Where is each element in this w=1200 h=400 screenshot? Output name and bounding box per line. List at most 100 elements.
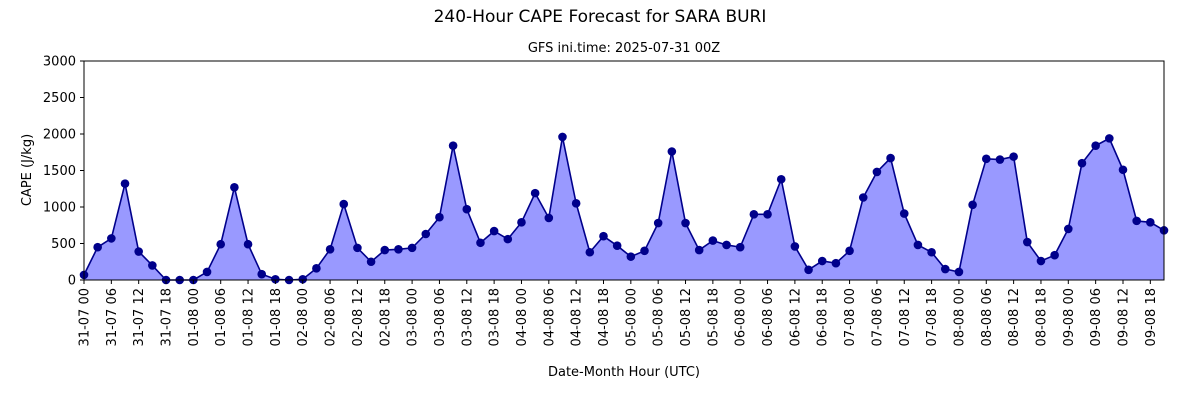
data-point <box>981 154 991 164</box>
data-point <box>913 240 923 250</box>
data-point <box>489 226 499 236</box>
y-tick-label: 2000 <box>43 128 76 143</box>
data-point <box>653 218 663 228</box>
data-point <box>353 243 362 253</box>
x-tick-label: 09-08 18 <box>1144 288 1159 346</box>
data-point <box>148 261 157 270</box>
y-tick-label: 1000 <box>43 201 76 216</box>
data-point <box>1009 152 1018 161</box>
data-point <box>927 247 936 257</box>
data-point <box>1105 134 1114 143</box>
data-point <box>817 256 827 266</box>
x-tick-label: 03-08 18 <box>488 288 503 346</box>
data-point <box>530 188 540 198</box>
data-point <box>571 199 581 208</box>
axes-layer: 0 500 1000 1500 2000 2500 3000 31-07 00 31-07 06… <box>43 55 1165 346</box>
data-point <box>544 213 554 223</box>
data-point <box>312 264 321 273</box>
x-tick-label: 01-08 12 <box>242 288 257 346</box>
y-tick-label: 1500 <box>43 164 76 179</box>
data-point <box>462 204 472 214</box>
marker-layer <box>79 132 1169 285</box>
x-tick-label: 04-08 00 <box>515 288 530 346</box>
data-point <box>1064 224 1073 234</box>
data-point <box>394 245 403 254</box>
data-point <box>599 231 608 241</box>
data-point <box>517 218 526 227</box>
y-tick-label: 3000 <box>43 55 76 70</box>
data-point <box>776 174 786 184</box>
data-point <box>585 247 595 257</box>
x-tick-label: 31-07 06 <box>105 288 120 346</box>
x-tick-label: 05-08 06 <box>652 288 667 346</box>
data-point <box>831 258 841 268</box>
data-point <box>640 246 649 256</box>
x-tick-label: 08-08 18 <box>1034 288 1049 346</box>
x-tick-label: 05-08 18 <box>706 288 721 346</box>
data-point <box>681 218 690 228</box>
data-point <box>134 247 143 256</box>
data-point <box>749 210 759 219</box>
x-tick-label: 06-08 12 <box>788 288 803 346</box>
x-tick-label: 08-08 06 <box>980 288 995 346</box>
data-point <box>93 242 102 252</box>
data-point <box>899 209 909 218</box>
data-point <box>257 269 267 279</box>
data-point <box>476 238 485 248</box>
data-point <box>708 236 718 245</box>
x-tick-label: 07-08 12 <box>898 288 913 346</box>
y-tick-label: 500 <box>51 237 76 252</box>
data-point <box>1146 218 1155 227</box>
x-tick-label: 31-07 18 <box>160 288 175 346</box>
data-point <box>1132 216 1141 226</box>
data-point <box>435 212 444 222</box>
chart-title: 240-Hour CAPE Forecast for SARA BURI <box>434 7 767 27</box>
data-point <box>790 242 800 251</box>
data-point <box>694 245 704 255</box>
data-point <box>804 265 813 275</box>
data-point <box>1077 158 1087 168</box>
data-point <box>612 241 622 250</box>
y-tick-label: 0 <box>68 274 76 289</box>
data-point <box>954 267 964 277</box>
data-point <box>230 182 239 192</box>
x-tick-label: 06-08 06 <box>761 288 776 346</box>
data-point <box>940 264 950 274</box>
data-point <box>503 234 513 244</box>
data-point <box>366 257 376 267</box>
data-point <box>421 229 431 239</box>
data-point <box>407 243 417 253</box>
x-tick-label: 06-08 18 <box>816 288 831 346</box>
x-tick-label: 04-08 06 <box>542 288 557 346</box>
data-point <box>339 199 349 209</box>
x-tick-label: 09-08 06 <box>1089 288 1104 346</box>
x-tick-label: 09-08 12 <box>1116 288 1131 346</box>
x-tick-label: 04-08 12 <box>570 288 585 346</box>
data-point <box>1036 256 1046 266</box>
data-point <box>558 132 567 142</box>
data-point <box>1022 237 1032 247</box>
x-tick-label: 01-08 00 <box>187 288 202 346</box>
x-tick-label: 03-08 06 <box>433 288 448 346</box>
x-tick-label: 08-08 12 <box>1007 288 1022 346</box>
data-point <box>243 239 253 249</box>
x-tick-label: 05-08 00 <box>624 288 639 346</box>
y-tick-label: 2500 <box>43 91 76 106</box>
x-tick-label: 03-08 12 <box>460 288 475 346</box>
x-tick-label: 07-08 06 <box>870 288 885 346</box>
data-point <box>763 210 772 219</box>
data-point <box>735 242 745 252</box>
x-tick-label: 31-07 12 <box>132 288 147 346</box>
data-point <box>995 155 1005 164</box>
data-point <box>722 240 731 250</box>
data-point <box>968 200 977 210</box>
x-tick-label: 08-08 00 <box>952 288 967 346</box>
x-tick-label: 02-08 18 <box>378 288 393 346</box>
x-tick-label: 04-08 18 <box>597 288 612 346</box>
data-point <box>886 153 895 163</box>
data-point <box>858 193 868 202</box>
data-point <box>380 245 390 255</box>
data-point <box>202 267 212 277</box>
data-point <box>1091 141 1100 150</box>
